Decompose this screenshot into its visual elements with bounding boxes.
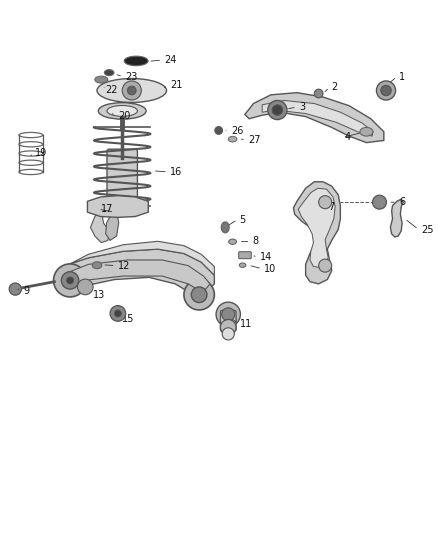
Text: 13: 13 xyxy=(93,290,105,300)
Circle shape xyxy=(319,259,332,272)
Polygon shape xyxy=(293,182,340,284)
Ellipse shape xyxy=(221,222,229,233)
Text: 27: 27 xyxy=(248,135,261,144)
Text: 20: 20 xyxy=(118,111,130,120)
Circle shape xyxy=(272,105,283,115)
Text: 25: 25 xyxy=(421,224,433,235)
Ellipse shape xyxy=(97,78,166,102)
Text: 23: 23 xyxy=(125,71,138,82)
Ellipse shape xyxy=(98,103,146,119)
Circle shape xyxy=(216,302,240,327)
Text: 15: 15 xyxy=(122,313,134,324)
Circle shape xyxy=(127,86,136,95)
Circle shape xyxy=(61,272,79,289)
Polygon shape xyxy=(91,210,110,243)
Polygon shape xyxy=(262,101,373,136)
Circle shape xyxy=(314,89,323,98)
Circle shape xyxy=(373,195,386,209)
Circle shape xyxy=(381,85,391,96)
Ellipse shape xyxy=(104,70,114,76)
Circle shape xyxy=(114,310,121,317)
Text: 12: 12 xyxy=(118,261,130,271)
Ellipse shape xyxy=(92,262,102,269)
Ellipse shape xyxy=(95,76,108,83)
Text: 4: 4 xyxy=(345,132,351,142)
Polygon shape xyxy=(298,188,335,268)
Circle shape xyxy=(268,101,287,119)
Polygon shape xyxy=(88,196,148,217)
Ellipse shape xyxy=(228,136,237,142)
FancyBboxPatch shape xyxy=(107,149,138,214)
FancyBboxPatch shape xyxy=(220,310,236,331)
Polygon shape xyxy=(70,260,210,290)
Text: 8: 8 xyxy=(253,236,259,246)
Text: 10: 10 xyxy=(264,264,276,273)
Text: 26: 26 xyxy=(231,126,243,136)
Text: 6: 6 xyxy=(399,197,405,207)
Text: 14: 14 xyxy=(260,252,272,262)
Circle shape xyxy=(376,81,396,100)
Polygon shape xyxy=(62,249,214,295)
Ellipse shape xyxy=(229,239,237,244)
Ellipse shape xyxy=(239,263,246,268)
Circle shape xyxy=(220,319,236,335)
Text: 3: 3 xyxy=(299,102,305,112)
Ellipse shape xyxy=(124,56,148,66)
Text: 21: 21 xyxy=(170,80,182,90)
Text: 5: 5 xyxy=(240,215,246,224)
FancyBboxPatch shape xyxy=(239,252,251,259)
Circle shape xyxy=(191,287,207,303)
Text: 11: 11 xyxy=(240,319,253,329)
Polygon shape xyxy=(245,93,384,143)
Text: 16: 16 xyxy=(170,167,182,177)
Circle shape xyxy=(9,283,21,295)
Text: 22: 22 xyxy=(105,85,117,95)
Circle shape xyxy=(110,305,126,321)
Text: 9: 9 xyxy=(23,286,29,296)
Polygon shape xyxy=(70,241,214,275)
Ellipse shape xyxy=(360,127,373,136)
Text: 19: 19 xyxy=(35,148,48,158)
Circle shape xyxy=(215,126,223,134)
Circle shape xyxy=(222,308,235,321)
Circle shape xyxy=(319,196,332,209)
Circle shape xyxy=(78,279,93,295)
Circle shape xyxy=(184,279,214,310)
Text: 7: 7 xyxy=(328,202,335,212)
Text: 17: 17 xyxy=(100,204,113,214)
Text: 2: 2 xyxy=(332,83,338,92)
Polygon shape xyxy=(390,199,403,237)
Ellipse shape xyxy=(107,106,138,116)
Text: 1: 1 xyxy=(399,71,405,82)
Circle shape xyxy=(67,277,74,284)
Circle shape xyxy=(53,264,87,297)
Text: 24: 24 xyxy=(164,55,177,65)
Polygon shape xyxy=(106,210,119,240)
Circle shape xyxy=(122,81,141,100)
Circle shape xyxy=(222,328,234,340)
